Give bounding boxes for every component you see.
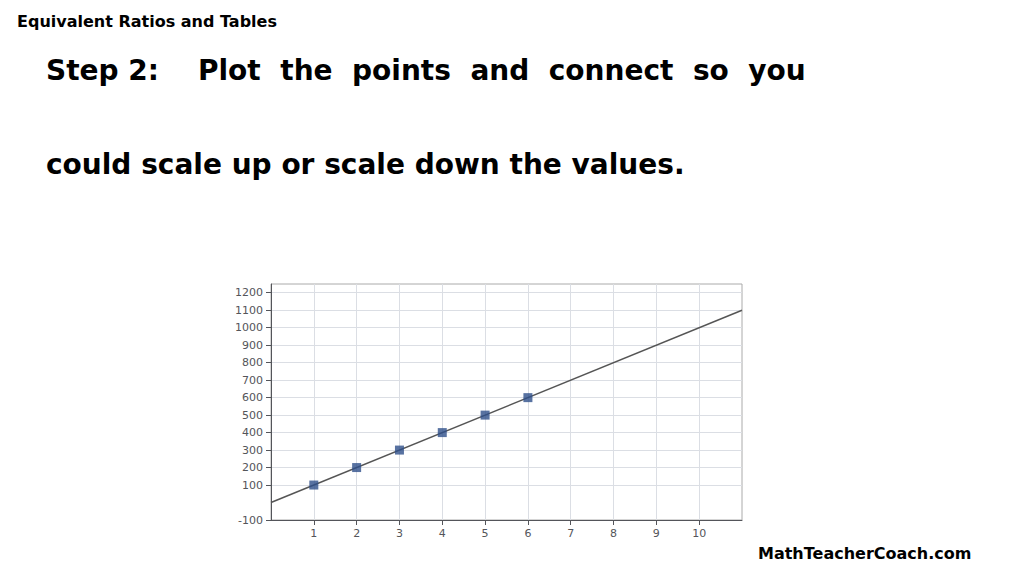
svg-text:1: 1 <box>310 527 317 540</box>
svg-text:6: 6 <box>524 527 531 540</box>
svg-text:3: 3 <box>396 527 403 540</box>
svg-text:300: 300 <box>242 444 263 457</box>
svg-text:100: 100 <box>242 479 263 492</box>
svg-text:200: 200 <box>242 461 263 474</box>
svg-text:7: 7 <box>567 527 574 540</box>
svg-text:could scale up or scale down t: could scale up or scale down the values. <box>46 148 685 181</box>
svg-text:9: 9 <box>653 527 660 540</box>
svg-text:1100: 1100 <box>235 304 263 317</box>
svg-text:2: 2 <box>353 527 360 540</box>
svg-text:Equivalent Ratios and Tables: Equivalent Ratios and Tables <box>17 12 277 31</box>
svg-text:MathTeacherCoach.com: MathTeacherCoach.com <box>758 544 971 563</box>
svg-text:1200: 1200 <box>235 286 263 299</box>
svg-text:Step 2: Plot the points: Step 2: Plot the points and connect so y… <box>46 54 806 87</box>
svg-text:700: 700 <box>242 374 263 387</box>
svg-text:800: 800 <box>242 356 263 369</box>
svg-text:500: 500 <box>242 409 263 422</box>
svg-text:5: 5 <box>482 527 489 540</box>
svg-text:400: 400 <box>242 426 263 439</box>
svg-text:8: 8 <box>610 527 617 540</box>
svg-text:-100: -100 <box>238 514 263 527</box>
svg-text:1000: 1000 <box>235 321 263 334</box>
svg-text:900: 900 <box>242 339 263 352</box>
svg-text:4: 4 <box>439 527 446 540</box>
svg-text:10: 10 <box>692 527 706 540</box>
svg-text:600: 600 <box>242 391 263 404</box>
